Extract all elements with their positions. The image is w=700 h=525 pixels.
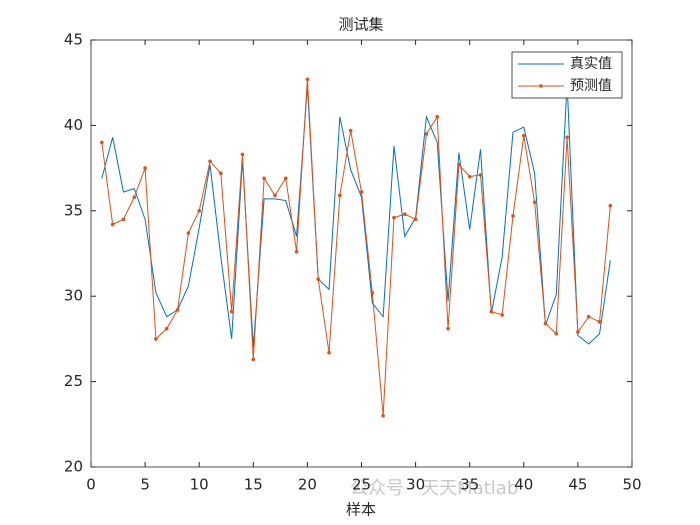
point-marker <box>402 212 407 217</box>
point-marker <box>457 162 461 167</box>
point-marker <box>478 173 483 177</box>
point-marker <box>121 217 126 222</box>
x-tick-label: 45 <box>568 476 587 494</box>
point-marker <box>229 309 234 314</box>
legend-label: 真实值 <box>570 56 612 72</box>
point-marker <box>132 195 137 199</box>
x-tick-label: 5 <box>140 476 150 494</box>
point-marker <box>305 77 310 82</box>
point-marker <box>392 215 396 220</box>
legend-label: 预测值 <box>570 78 612 94</box>
point-marker <box>251 357 256 362</box>
series-line <box>101 82 611 348</box>
point-marker <box>424 132 429 136</box>
point-marker <box>500 313 504 317</box>
point-marker <box>164 326 169 331</box>
point-marker <box>370 290 375 295</box>
x-axis-label: 样本 <box>346 501 376 519</box>
point-marker <box>381 413 385 418</box>
point-marker <box>240 152 245 157</box>
point-marker <box>586 314 591 319</box>
point-marker <box>532 200 537 205</box>
point-marker <box>522 133 526 138</box>
point-marker <box>576 330 580 334</box>
point-marker <box>338 193 342 198</box>
x-tick-label: 10 <box>190 476 209 494</box>
point-marker <box>154 337 158 341</box>
y-tick-label: 30 <box>64 287 83 305</box>
point-marker <box>565 135 569 140</box>
y-tick-label: 20 <box>64 458 83 476</box>
y-tick-label: 35 <box>64 201 83 219</box>
point-marker <box>489 309 494 314</box>
point-marker <box>110 222 115 227</box>
axes-box <box>90 39 633 468</box>
y-tick-label: 25 <box>64 372 83 390</box>
point-marker <box>283 176 288 181</box>
y-tick-label: 40 <box>64 116 83 134</box>
point-marker <box>435 115 440 119</box>
point-marker <box>554 331 559 336</box>
point-marker <box>511 214 515 218</box>
y-tick-label: 45 <box>64 31 83 49</box>
plot-area <box>91 40 632 467</box>
legend-box <box>511 51 623 99</box>
series-line <box>101 79 611 416</box>
point-marker <box>359 190 364 194</box>
x-tick-label: 40 <box>514 476 533 494</box>
point-marker <box>294 249 299 254</box>
point-marker <box>413 217 418 222</box>
x-tick-label: 50 <box>622 476 641 494</box>
point-marker <box>197 209 201 213</box>
x-tick-label: 0 <box>86 476 96 494</box>
x-tick-label: 35 <box>460 476 479 494</box>
x-tick-label: 30 <box>406 476 425 494</box>
point-marker <box>316 277 321 281</box>
point-marker <box>327 350 331 355</box>
x-tick-label: 25 <box>352 476 371 494</box>
point-marker <box>186 231 191 235</box>
point-marker <box>143 166 147 170</box>
x-tick-label: 20 <box>298 476 317 494</box>
point-marker <box>273 193 277 198</box>
point-marker <box>467 174 472 179</box>
x-tick-label: 15 <box>244 476 263 494</box>
point-marker <box>543 321 548 326</box>
point-marker <box>597 320 602 324</box>
legend-marker <box>539 84 543 88</box>
point-marker <box>262 176 266 181</box>
point-marker <box>175 308 180 312</box>
point-marker <box>100 140 104 145</box>
point-marker <box>208 159 212 164</box>
point-marker <box>608 203 613 208</box>
point-marker <box>446 326 450 331</box>
watermark: 公众号 · 天天Matlab <box>350 478 518 499</box>
chart-title: 测试集 <box>338 16 383 34</box>
point-marker <box>348 128 353 133</box>
point-marker <box>219 171 223 176</box>
